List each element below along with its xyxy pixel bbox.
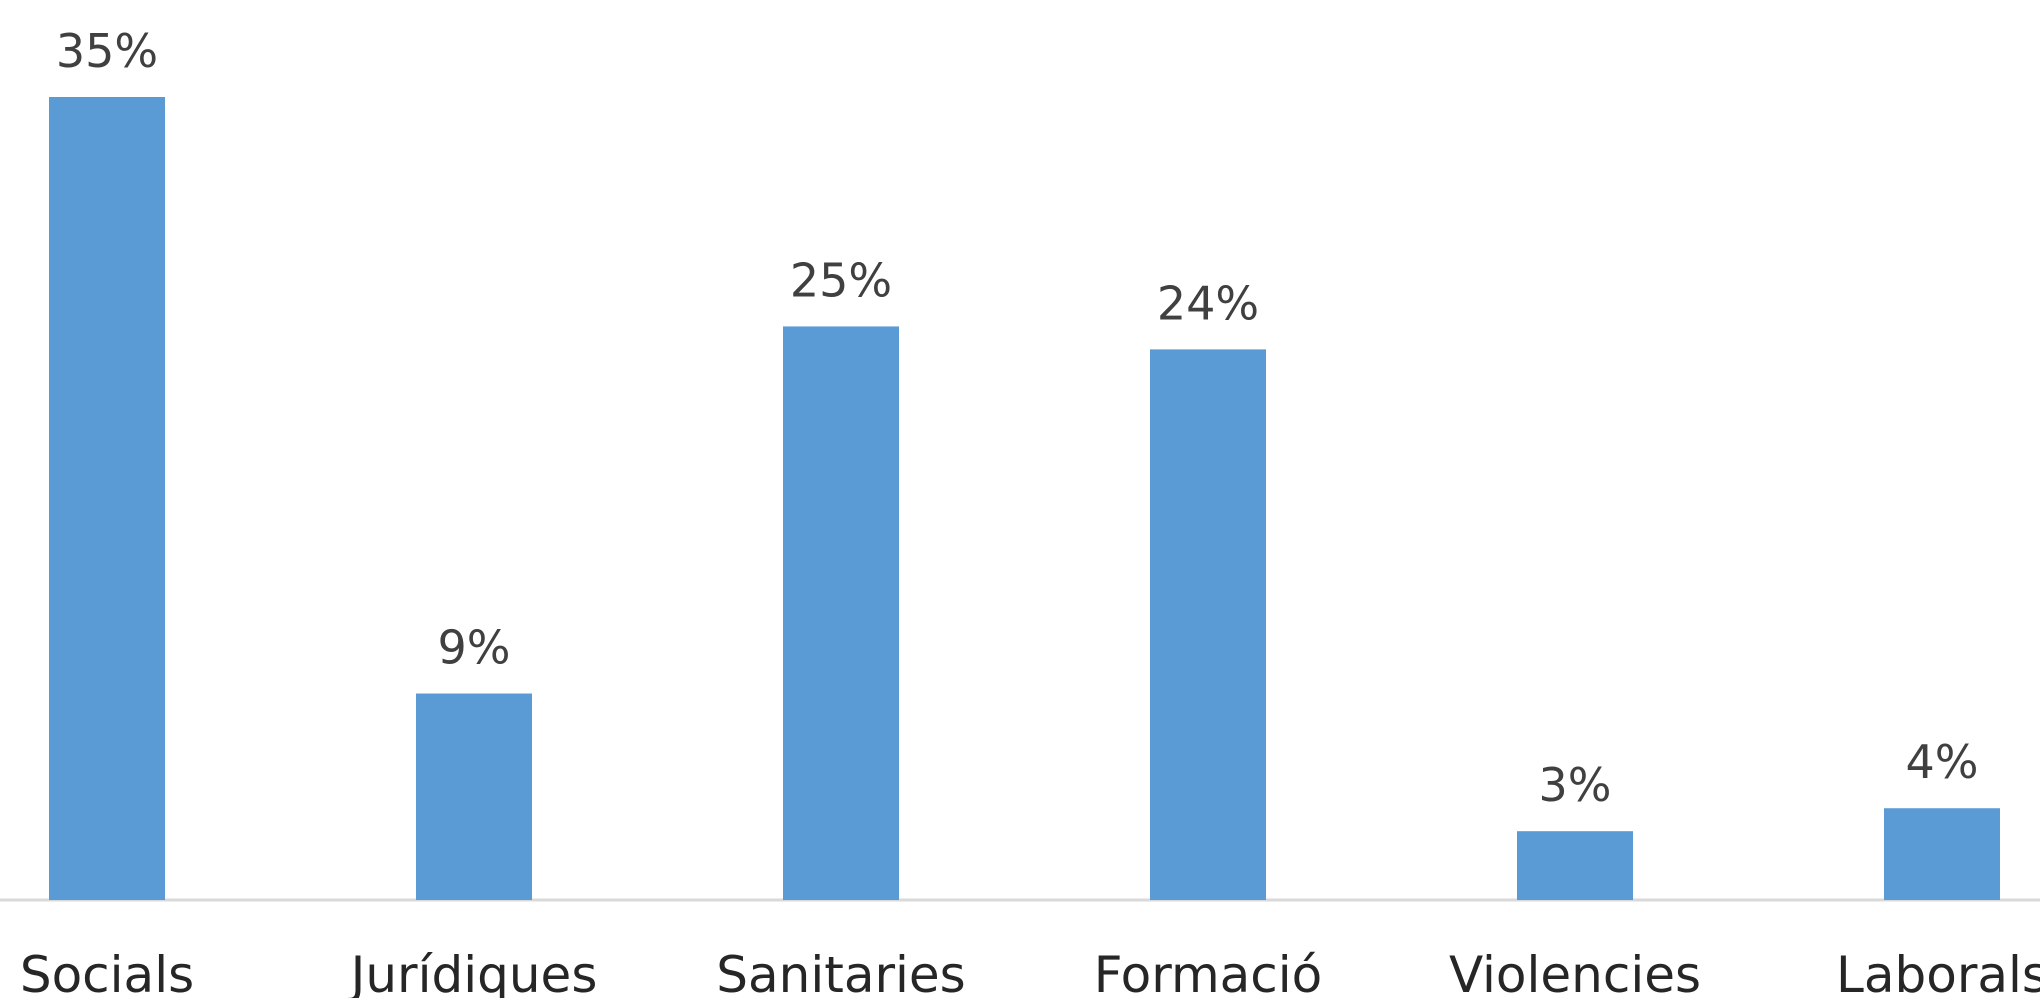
category-label-4: Violencies xyxy=(1449,946,1701,998)
category-label-1: Jurídiques xyxy=(348,946,598,998)
data-label-0: 35% xyxy=(56,24,158,78)
bar-2 xyxy=(783,326,899,900)
data-label-1: 9% xyxy=(438,621,511,675)
category-label-2: Sanitaries xyxy=(716,946,965,998)
bar-0 xyxy=(49,97,165,900)
bar-1 xyxy=(416,693,532,900)
data-label-2: 25% xyxy=(790,253,892,307)
category-label-5: Laborals xyxy=(1836,946,2040,998)
category-label-3: Formació xyxy=(1094,946,1323,998)
data-label-3: 24% xyxy=(1157,276,1259,330)
bar-5 xyxy=(1884,808,2000,900)
data-label-5: 4% xyxy=(1906,735,1979,789)
data-label-4: 3% xyxy=(1539,758,1612,812)
bar-3 xyxy=(1150,349,1266,900)
data-labels-group: 35% 9% 25% 24% 3% 4% xyxy=(56,24,1979,812)
bars-group xyxy=(49,97,2000,900)
category-label-0: Socials xyxy=(20,946,194,998)
category-labels-group: Socials Jurídiques Sanitaries Formació Viole… xyxy=(20,946,2040,998)
bar-4 xyxy=(1517,831,1633,900)
